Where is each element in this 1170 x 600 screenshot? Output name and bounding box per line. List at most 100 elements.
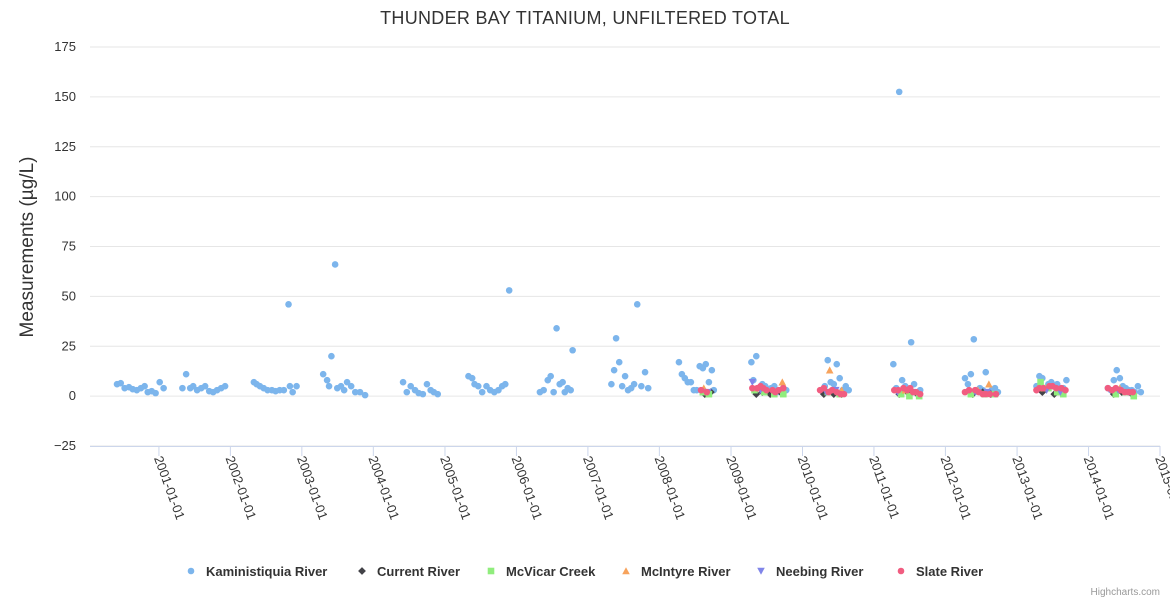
data-point[interactable] <box>1110 376 1118 384</box>
data-point[interactable] <box>985 380 993 388</box>
data-point[interactable] <box>840 390 848 398</box>
data-point[interactable] <box>1059 390 1067 398</box>
data-point[interactable] <box>399 378 407 386</box>
data-point[interactable] <box>419 390 427 398</box>
data-point[interactable] <box>468 374 476 382</box>
data-point[interactable] <box>894 386 902 394</box>
data-point[interactable] <box>1134 382 1142 390</box>
data-point[interactable] <box>423 380 431 388</box>
data-point[interactable] <box>505 287 513 294</box>
data-point[interactable] <box>331 261 339 268</box>
data-point[interactable] <box>559 378 566 386</box>
data-point[interactable] <box>179 384 186 392</box>
legend-marker-icon[interactable] <box>187 567 195 575</box>
data-point[interactable] <box>553 324 560 332</box>
data-point[interactable] <box>897 390 905 398</box>
legend-item[interactable]: McIntyre River <box>622 564 731 579</box>
data-point[interactable] <box>621 372 629 380</box>
data-point[interactable] <box>779 390 787 398</box>
legend-marker-icon[interactable] <box>487 567 495 575</box>
data-point[interactable] <box>1037 378 1044 386</box>
data-point[interactable] <box>319 370 327 378</box>
data-point[interactable] <box>970 335 978 343</box>
data-point[interactable] <box>347 382 355 390</box>
data-point[interactable] <box>478 388 486 396</box>
data-point[interactable] <box>280 386 288 394</box>
data-point[interactable] <box>285 301 292 308</box>
legend-label[interactable]: McVicar Creek <box>506 564 596 579</box>
data-point[interactable] <box>351 388 359 396</box>
data-point[interactable] <box>766 390 775 399</box>
legend-label[interactable]: Kaministiquia River <box>206 564 327 579</box>
data-point[interactable] <box>752 352 760 360</box>
data-point[interactable] <box>610 366 618 374</box>
data-point[interactable] <box>749 384 756 392</box>
data-point[interactable] <box>845 386 852 394</box>
data-point[interactable] <box>618 382 626 390</box>
legend-label[interactable]: Neebing River <box>776 564 863 579</box>
legend-item[interactable]: McVicar Creek <box>487 564 596 579</box>
data-point[interactable] <box>687 378 695 386</box>
data-point[interactable] <box>1137 388 1145 396</box>
data-point[interactable] <box>356 388 364 396</box>
data-point[interactable] <box>779 384 787 392</box>
data-point[interactable] <box>638 382 645 390</box>
data-point[interactable] <box>705 378 713 386</box>
legend-marker-icon[interactable] <box>757 567 765 575</box>
data-point[interactable] <box>343 378 351 386</box>
data-point[interactable] <box>916 390 924 398</box>
data-point[interactable] <box>748 378 757 386</box>
data-point[interactable] <box>540 386 547 394</box>
data-point[interactable] <box>160 384 167 392</box>
data-point[interactable] <box>434 390 442 398</box>
data-point[interactable] <box>820 384 828 392</box>
data-point[interactable] <box>608 380 615 388</box>
data-point[interactable] <box>323 376 331 384</box>
legend-label[interactable]: Current River <box>377 564 460 579</box>
data-point[interactable] <box>340 386 348 394</box>
data-point[interactable] <box>829 390 838 399</box>
data-point[interactable] <box>501 380 509 388</box>
data-point[interactable] <box>702 360 710 368</box>
data-point[interactable] <box>824 356 832 364</box>
data-point[interactable] <box>986 390 994 398</box>
credits-link[interactable]: Highcharts.com <box>1091 587 1160 598</box>
data-point[interactable] <box>703 388 711 396</box>
data-point[interactable] <box>1062 386 1069 394</box>
legend-label[interactable]: McIntyre River <box>641 564 731 579</box>
data-point[interactable] <box>1052 384 1060 392</box>
data-point[interactable] <box>982 368 990 376</box>
data-point[interactable] <box>967 390 975 398</box>
legend-item[interactable]: Current River <box>358 564 460 579</box>
data-point[interactable] <box>708 366 716 374</box>
data-point[interactable] <box>644 384 652 392</box>
legend-item[interactable]: Slate River <box>897 564 984 579</box>
data-point[interactable] <box>407 382 415 390</box>
data-point[interactable] <box>221 382 229 390</box>
data-point[interactable] <box>819 390 828 399</box>
data-point[interactable] <box>1063 376 1070 384</box>
data-point[interactable] <box>403 388 411 396</box>
data-point[interactable] <box>293 382 300 390</box>
data-point[interactable] <box>961 374 969 382</box>
legend-label[interactable]: Slate River <box>916 564 983 579</box>
data-point[interactable] <box>752 390 761 399</box>
data-point[interactable] <box>117 379 125 387</box>
data-point[interactable] <box>748 358 755 366</box>
data-point[interactable] <box>890 360 897 368</box>
data-point[interactable] <box>1112 384 1120 392</box>
data-point[interactable] <box>825 366 834 374</box>
data-point[interactable] <box>325 382 333 390</box>
data-point[interactable] <box>641 368 649 376</box>
data-point[interactable] <box>778 378 787 386</box>
data-point[interactable] <box>141 382 148 390</box>
data-point[interactable] <box>964 380 972 388</box>
legend[interactable]: Kaministiquia River Current River McVicar … <box>187 564 984 579</box>
data-point[interactable] <box>474 382 482 390</box>
data-point[interactable] <box>1113 366 1121 374</box>
data-point[interactable] <box>550 388 557 396</box>
data-point[interactable] <box>567 386 574 394</box>
data-point[interactable] <box>830 380 838 388</box>
data-point[interactable] <box>1112 390 1120 398</box>
data-point[interactable] <box>612 334 620 342</box>
